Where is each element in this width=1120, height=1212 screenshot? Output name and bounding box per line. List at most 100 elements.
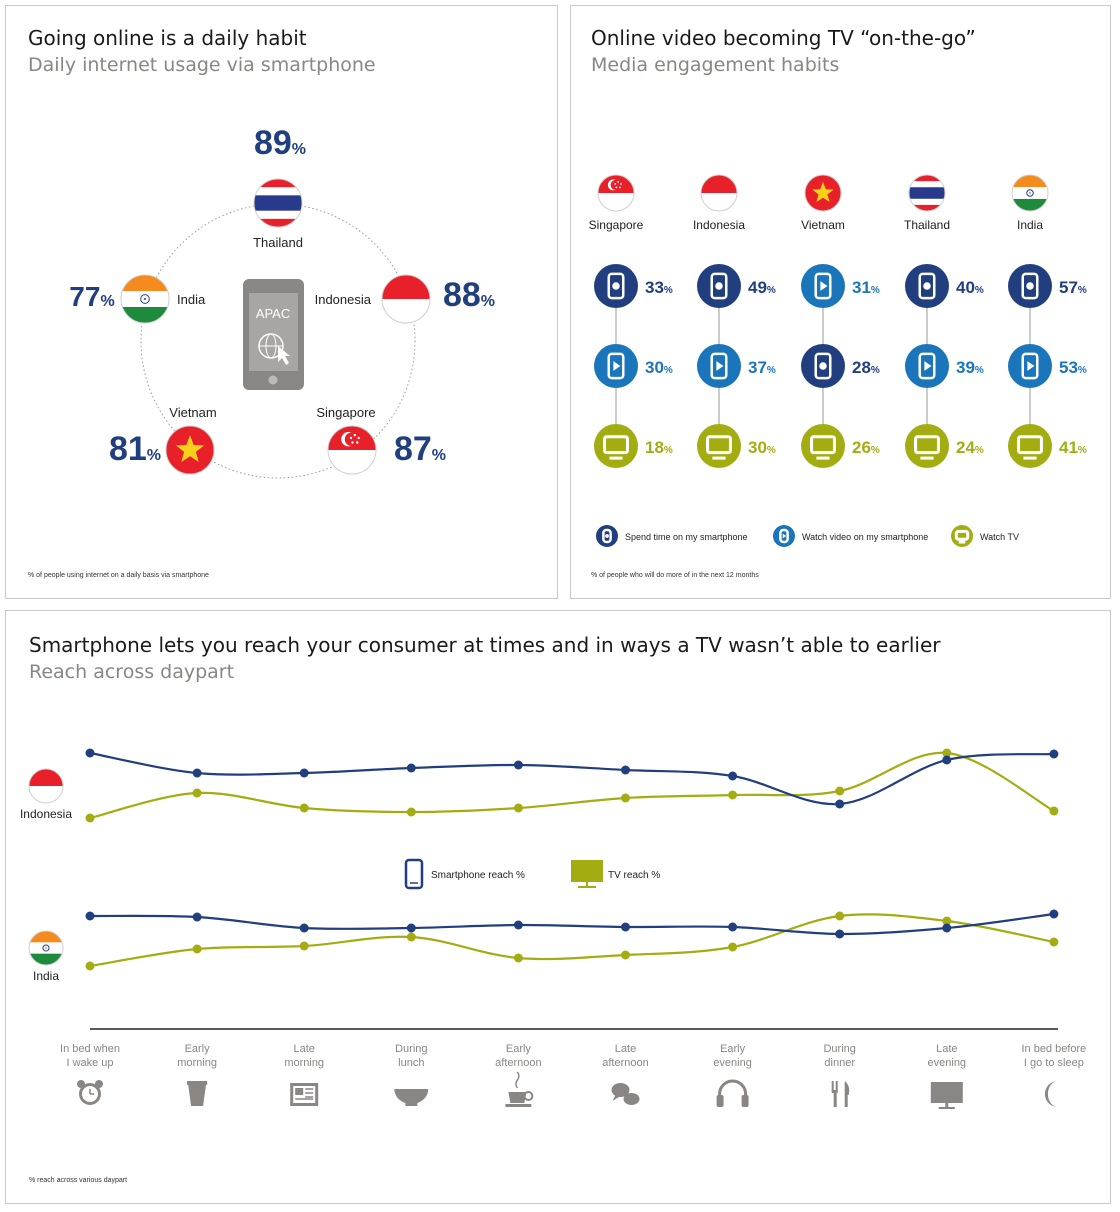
monitor-icon [930, 1082, 963, 1109]
vietnam-flag [166, 426, 214, 474]
singapore-flag [598, 175, 634, 211]
indonesia-flag [29, 769, 63, 803]
daypart-label: afternoon [495, 1057, 541, 1069]
bowl-icon [394, 1089, 429, 1106]
data-point [192, 944, 202, 954]
country-label: Thailand [904, 218, 950, 232]
daypart-label: Late [615, 1043, 636, 1055]
data-point [85, 748, 95, 758]
moon-icon [1044, 1081, 1058, 1107]
footnote: % reach across various daypart [29, 1177, 128, 1184]
data-point [85, 813, 95, 823]
country-label: Indonesia [693, 218, 745, 232]
country-value: 89% [254, 124, 306, 162]
smartphone-icon [404, 858, 424, 890]
data-point [728, 922, 738, 932]
data-point [406, 763, 416, 773]
smartphone-reach-line [89, 751, 1054, 806]
data-point [942, 923, 952, 933]
footnote: % of people who will do more of in the n… [591, 572, 759, 579]
data-point [513, 760, 523, 770]
data-point [942, 748, 952, 758]
daypart-label: morning [284, 1057, 324, 1069]
data-point [513, 803, 523, 813]
data-point [835, 911, 845, 921]
coffee-cup-icon [187, 1081, 208, 1106]
data-point [1049, 937, 1059, 947]
country-value: 77% [69, 281, 114, 312]
country-label: India [177, 292, 206, 307]
data-point [621, 922, 630, 932]
value-label: 37% [748, 358, 776, 377]
data-point [621, 950, 630, 960]
daypart-label: During [823, 1043, 855, 1055]
data-point [728, 942, 738, 952]
data-point [1049, 806, 1059, 816]
data-point [942, 755, 952, 765]
daypart-label: Late [293, 1043, 314, 1055]
indonesia-flag [382, 275, 430, 323]
value-label: 24% [956, 438, 984, 457]
daypart-label: dinner [824, 1057, 855, 1069]
singapore-flag [328, 426, 376, 474]
tea-cup-icon [505, 1071, 534, 1107]
data-point [942, 916, 952, 926]
value-label: 30% [748, 438, 776, 457]
tv-reach-line [89, 913, 1055, 968]
daypart-label: Early [506, 1043, 532, 1055]
country-label: Vietnam [801, 218, 845, 232]
data-point [299, 768, 309, 778]
india-flag [1012, 175, 1048, 211]
panel-title: Online video becoming TV “on-the-go” [591, 26, 976, 50]
data-point [406, 923, 416, 933]
panel-subtitle: Daily internet usage via smartphone [28, 54, 376, 76]
value-label: 53% [1059, 358, 1087, 377]
data-point [299, 803, 309, 813]
daypart-label: Early [185, 1043, 211, 1055]
panel-subtitle: Reach across daypart [29, 661, 235, 683]
tv-icon [571, 860, 603, 882]
data-point [728, 790, 738, 800]
legend-tv: TV reach % [608, 870, 660, 881]
daily-internet-panel: Going online is a daily habit Daily inte… [5, 5, 558, 599]
tv-reach-line [89, 751, 1055, 820]
value-label: 31% [852, 278, 880, 297]
value-label: 28% [852, 358, 880, 377]
value-label: 39% [956, 358, 984, 377]
daypart-label: In bed when [60, 1043, 120, 1055]
tv-icon [1008, 424, 1052, 468]
daypart-reach-panel: Smartphone lets you reach your consumer … [5, 610, 1111, 1204]
data-point [835, 799, 845, 809]
newspaper-icon [290, 1083, 319, 1106]
data-point [85, 961, 95, 971]
country-value: 87% [394, 430, 446, 468]
country-label: India [33, 969, 59, 983]
daypart-label: Late [936, 1043, 957, 1055]
india-flag [121, 275, 169, 323]
headphones-icon [716, 1079, 749, 1107]
daypart-label: I wake up [66, 1057, 113, 1069]
apac-label: APAC [256, 306, 290, 321]
data-point [299, 941, 309, 951]
legend-label: Watch TV [980, 532, 1019, 542]
country-value: 81% [109, 430, 161, 468]
data-point [621, 765, 630, 775]
thailand-flag [909, 175, 945, 211]
tv-icon [951, 525, 973, 547]
tv-icon [594, 424, 638, 468]
value-label: 57% [1059, 278, 1087, 297]
alarm-clock-icon [77, 1080, 103, 1105]
data-point [728, 771, 738, 781]
country-label: Thailand [253, 235, 303, 250]
daypart-line-chart: Indonesia India Smartphone reach % TV reach… [20, 748, 1086, 1109]
country-value: 88% [443, 276, 495, 314]
data-point [406, 932, 416, 942]
daypart-label: lunch [398, 1057, 424, 1069]
legend-label: Watch video on my smartphone [802, 532, 928, 542]
data-point [1049, 909, 1059, 919]
daypart-label: afternoon [602, 1057, 648, 1069]
legend-smartphone: Smartphone reach % [431, 870, 525, 881]
data-point [513, 953, 523, 963]
panel-subtitle: Media engagement habits [591, 54, 840, 76]
value-label: 40% [956, 278, 984, 297]
